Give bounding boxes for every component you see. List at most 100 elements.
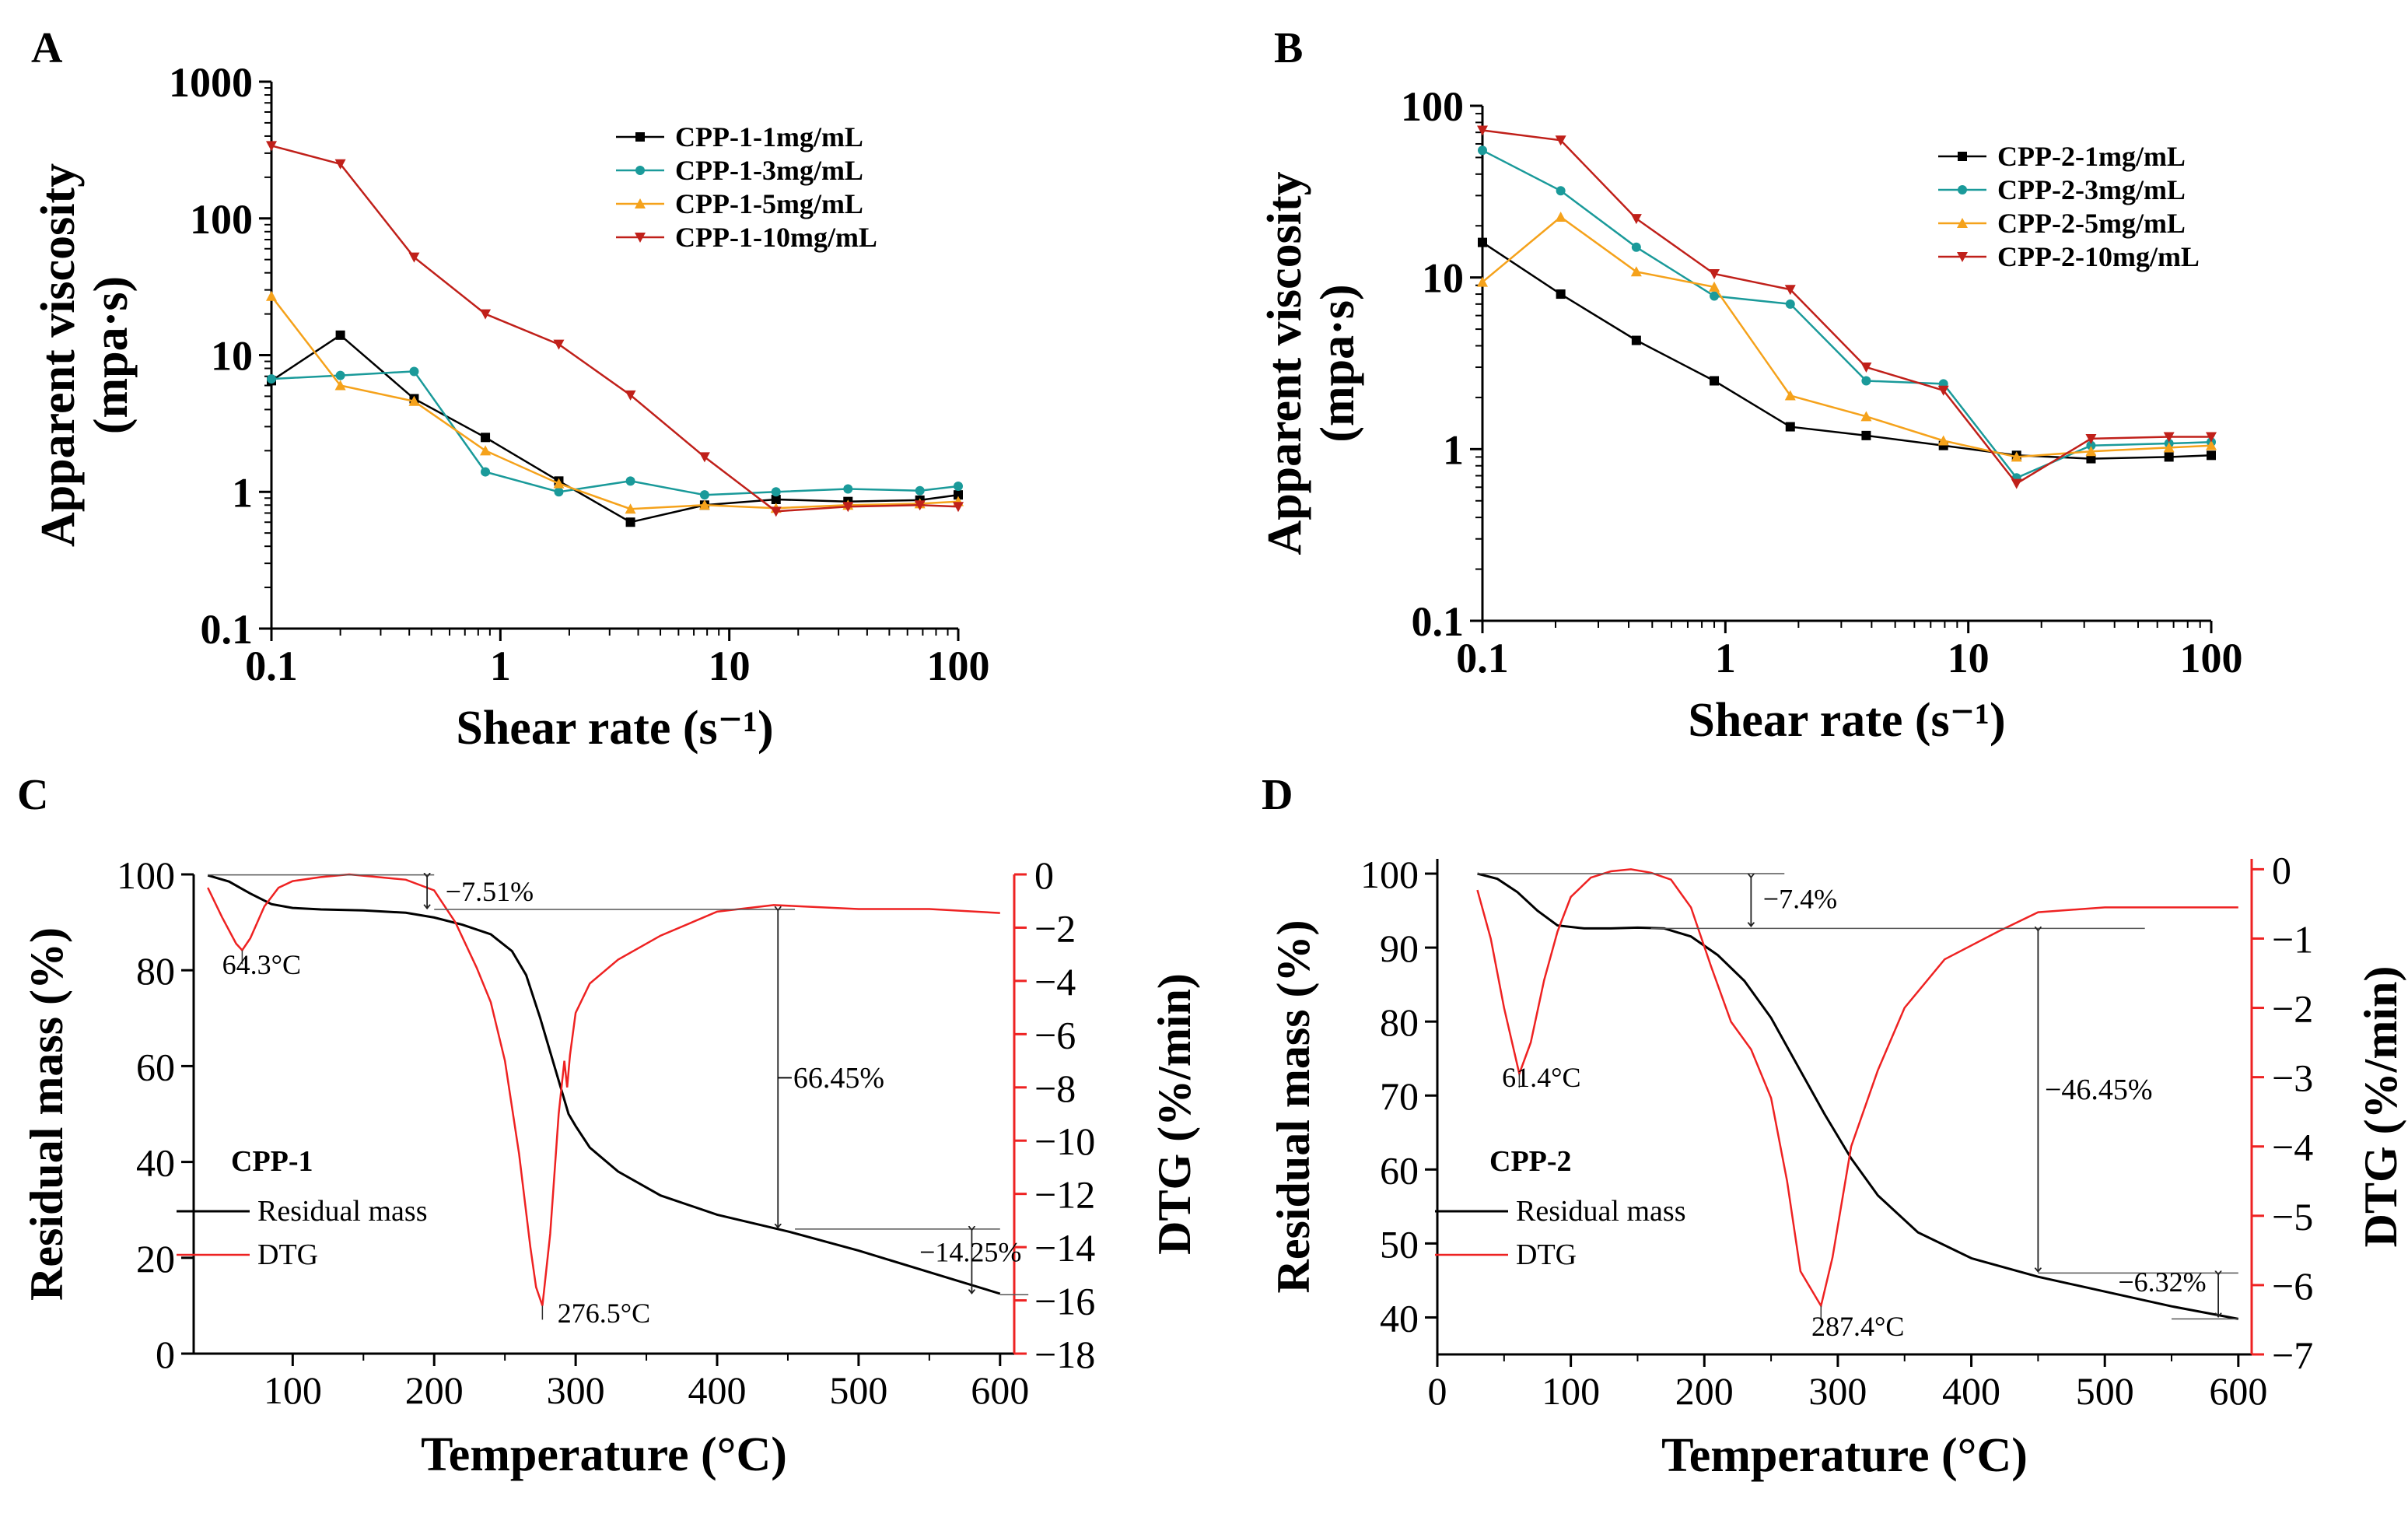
x-tick-label: 0.1 <box>245 643 298 689</box>
y-tick-label-left: 50 <box>1380 1222 1419 1266</box>
y-tick-label-left: 100 <box>1360 853 1419 896</box>
data-point <box>1478 237 1487 247</box>
panel-a: A 0.1 1 10 100 0.1 1 10 100 1000 Shear rate (s⁻¹) A… <box>31 24 990 755</box>
data-point <box>699 490 709 500</box>
data-point <box>1555 211 1566 222</box>
peak-label-2: 276.5°C <box>558 1298 650 1329</box>
data-point <box>408 395 420 406</box>
data-point <box>2011 451 2022 462</box>
y-tick-label-right: −18 <box>1034 1333 1095 1376</box>
x-tick-label: 10 <box>1948 635 1990 681</box>
y-tick-label-right: −3 <box>2272 1056 2313 1100</box>
data-point <box>1556 186 1566 196</box>
data-point <box>771 487 781 497</box>
mass-loss-label-1: −7.51% <box>446 876 534 907</box>
mass-loss-label-1: −7.4% <box>1763 884 1837 915</box>
y-tick-label-left: 0 <box>156 1333 175 1376</box>
data-point <box>1957 252 1968 262</box>
legend-label: CPP-1-10mg/mL <box>675 222 877 253</box>
legend-label: CPP-2-3mg/mL <box>1997 174 2186 205</box>
data-point <box>770 506 782 517</box>
y-tick-label-left: 40 <box>1380 1296 1419 1340</box>
data-point <box>266 141 277 152</box>
data-point <box>553 339 565 350</box>
legend-title: CPP-2 <box>1489 1145 1572 1178</box>
x-axis-title: Temperature (°C) <box>1661 1429 2028 1482</box>
peak-label-1: 64.3°C <box>222 949 301 980</box>
data-point <box>480 309 492 320</box>
series-line <box>271 370 959 496</box>
x-tick-label: 100 <box>1542 1369 1600 1413</box>
data-point <box>625 476 635 486</box>
panel-d: D 0 100 200 300 400 500 600 40 50 60 70 80 90 100 0 −1 −2… <box>1262 771 2406 1482</box>
data-point <box>481 433 491 443</box>
y-tick-label-left: 70 <box>1380 1074 1419 1118</box>
y-tick-label: 10 <box>1422 255 1464 302</box>
data-point <box>335 330 345 340</box>
data-point <box>1860 363 1872 373</box>
data-point <box>2086 454 2096 464</box>
data-point <box>843 484 853 494</box>
data-point <box>1710 376 1720 386</box>
y-tick-label-left: 80 <box>1380 1000 1419 1044</box>
y-tick-label-left: 40 <box>136 1141 175 1185</box>
x-tick-label: 300 <box>1808 1369 1867 1413</box>
data-point <box>1555 135 1566 146</box>
mass-loss-label-2: −66.45% <box>776 1062 884 1095</box>
y-axis-title-unit: (mpa·s) <box>1311 284 1364 442</box>
x-tick-label: 0.1 <box>1456 635 1509 681</box>
data-point <box>2206 440 2217 450</box>
y-tick-label-right: −6 <box>2272 1264 2313 1308</box>
data-point <box>698 452 710 463</box>
data-point <box>915 485 925 496</box>
panel-label: B <box>1274 24 1303 72</box>
data-point <box>1937 385 1949 396</box>
x-tick-label: 600 <box>2209 1369 2267 1413</box>
x-tick-label: 100 <box>264 1368 322 1412</box>
data-point <box>409 366 419 377</box>
legend-label: DTG <box>257 1238 318 1271</box>
y-tick-label-right: −2 <box>1034 906 1076 950</box>
y-tick-label-right: −7 <box>2272 1333 2313 1377</box>
data-point <box>2085 433 2097 444</box>
data-point <box>2163 442 2175 453</box>
data-point <box>1785 422 1795 432</box>
data-point <box>1861 376 1871 386</box>
data-point <box>1709 281 1720 292</box>
data-point <box>635 233 646 243</box>
series-line <box>271 295 959 510</box>
y-tick-label: 1 <box>1443 426 1464 473</box>
y-tick-label: 10 <box>211 333 253 380</box>
y-tick-label-right: −16 <box>1034 1280 1095 1323</box>
y-tick-label-left: 100 <box>117 853 175 897</box>
y-axis-title-left: Residual mass (%) <box>21 927 72 1301</box>
data-point <box>914 500 926 511</box>
y-tick-label-right: −1 <box>2272 917 2313 961</box>
data-point <box>481 467 491 477</box>
panel-label: A <box>31 24 63 72</box>
data-point <box>1784 390 1796 401</box>
data-point <box>1861 430 1871 440</box>
data-point <box>2164 452 2174 462</box>
data-point <box>1556 289 1566 300</box>
y-tick-label-right: −10 <box>1034 1119 1095 1163</box>
data-point <box>625 503 636 514</box>
legend-label: CPP-1-5mg/mL <box>675 188 863 219</box>
data-point <box>408 252 420 263</box>
data-point <box>334 159 346 170</box>
y-tick-label-right: −14 <box>1034 1226 1095 1270</box>
legend-label: CPP-2-10mg/mL <box>1997 241 2200 272</box>
data-point <box>2011 478 2022 489</box>
data-point <box>1710 291 1720 301</box>
x-tick-label: 600 <box>971 1368 1029 1412</box>
data-point <box>625 390 636 401</box>
data-point <box>625 517 635 527</box>
y-axis-title-right: DTG (%/min) <box>1149 973 1200 1255</box>
data-point <box>842 502 854 513</box>
data-point <box>1631 335 1641 345</box>
x-axis-title: Temperature (°C) <box>421 1428 787 1481</box>
y-tick-label-left: 80 <box>136 949 175 993</box>
data-point <box>953 502 964 513</box>
x-tick-label: 0 <box>1428 1369 1447 1413</box>
